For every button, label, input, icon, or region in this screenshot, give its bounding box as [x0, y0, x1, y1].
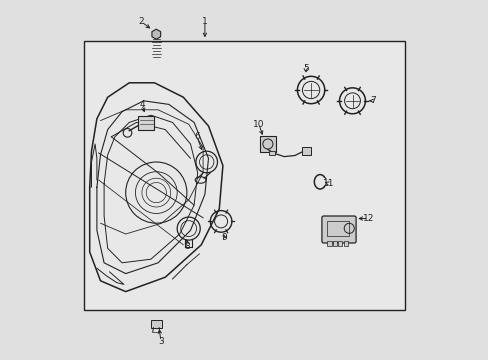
Text: 2: 2	[138, 17, 143, 26]
Bar	[337, 241, 342, 246]
Bar	[332, 241, 336, 246]
Bar	[343, 241, 347, 246]
Bar	[151, 320, 162, 328]
Text: 12: 12	[362, 214, 374, 223]
Bar	[326, 221, 348, 236]
Polygon shape	[152, 29, 161, 39]
Text: 9: 9	[222, 233, 227, 242]
Bar	[260, 136, 275, 152]
Text: 4: 4	[139, 100, 144, 109]
Bar	[138, 116, 154, 130]
Bar	[302, 147, 310, 155]
Text: 1: 1	[202, 17, 207, 26]
Text: 5: 5	[302, 64, 308, 73]
Bar	[326, 241, 331, 246]
Bar	[84, 41, 404, 310]
Text: 7: 7	[370, 96, 375, 105]
Text: 8: 8	[183, 242, 189, 251]
FancyBboxPatch shape	[321, 216, 355, 243]
Text: 3: 3	[158, 337, 163, 346]
Text: 6: 6	[194, 132, 200, 141]
Text: 11: 11	[323, 179, 334, 188]
Text: 10: 10	[253, 120, 264, 129]
Bar	[268, 151, 275, 155]
